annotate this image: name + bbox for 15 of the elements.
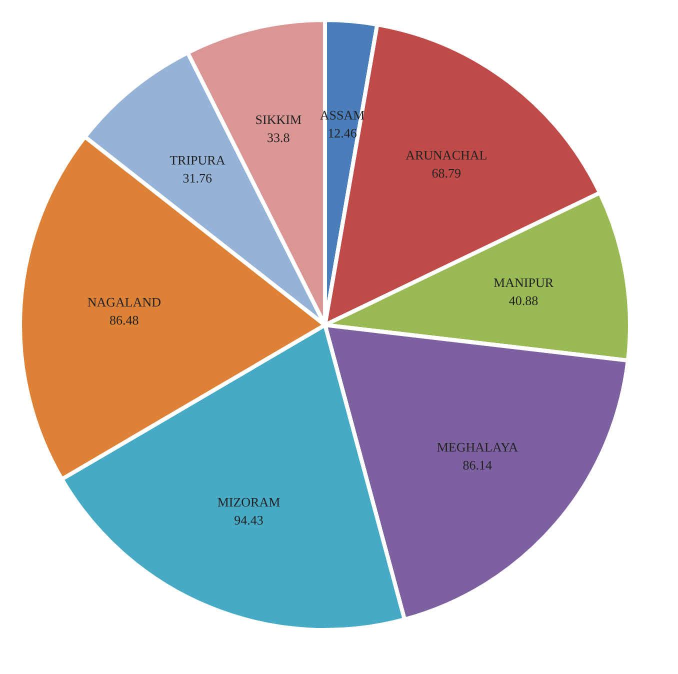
- slice-label: ARUNACHAL: [406, 147, 488, 162]
- data-label: 31.76: [182, 170, 213, 186]
- slice-label: SIKKIM: [255, 112, 302, 128]
- data-label: 94.43: [234, 512, 264, 528]
- data-label: 33.8: [267, 130, 290, 146]
- data-label: 86.48: [110, 312, 139, 328]
- data-label: 86.14: [462, 457, 493, 472]
- data-label: 12.46: [328, 125, 358, 140]
- data-label: 40.88: [508, 292, 538, 308]
- slice-label: NAGALAND: [87, 294, 161, 310]
- slice-label: TRIPURA: [170, 152, 226, 168]
- slice-label: MIZORAM: [217, 494, 281, 510]
- data-label: 68.79: [432, 165, 462, 180]
- slice-label: MANIPUR: [494, 274, 554, 290]
- slice-label: MEGHALAYA: [436, 439, 519, 454]
